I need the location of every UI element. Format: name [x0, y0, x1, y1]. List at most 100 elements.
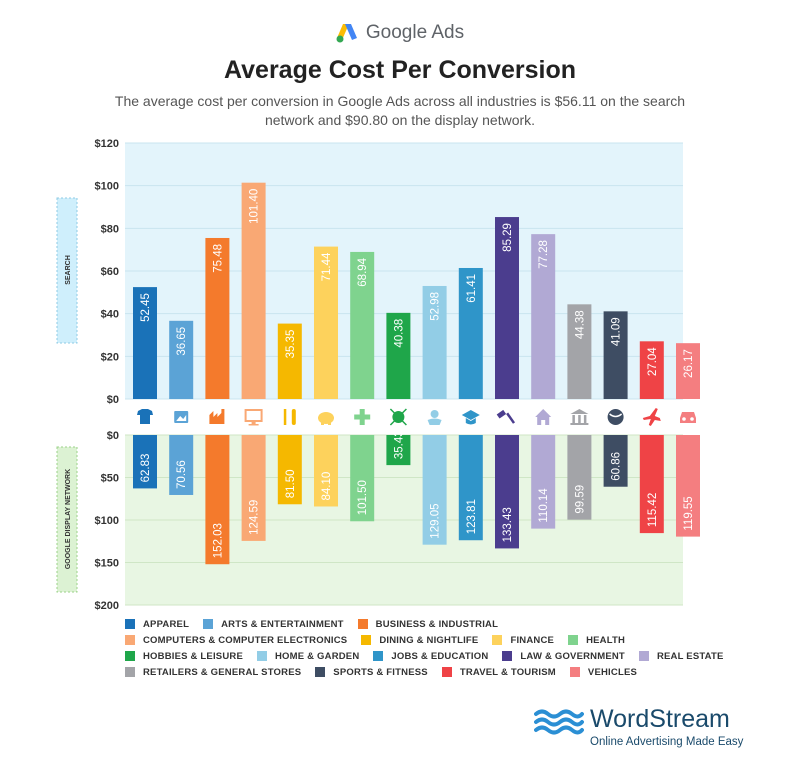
legend-label: DINING & NIGHTLIFE — [379, 634, 479, 646]
legend-swatch — [373, 651, 384, 661]
legend-item: RETAILERS & GENERAL STORES — [125, 667, 301, 678]
search-bar-label: 101.40 — [249, 189, 261, 224]
display-bar — [639, 435, 664, 534]
search-bar-label: 52.45 — [140, 293, 152, 322]
display-bar-label: 101.50 — [357, 480, 369, 515]
legend-row: HOBBIES & LEISURE HOME & GARDEN JOBS & EDU… — [125, 648, 745, 664]
legend-swatch — [357, 619, 368, 629]
legend-label: COMPUTERS & COMPUTER ELECTRONICS — [143, 634, 348, 646]
legend-label: LAW & GOVERNMENT — [520, 650, 625, 662]
search-bar-label: 36.65 — [176, 327, 188, 356]
ball-icon — [389, 408, 407, 426]
display-bar-label: 110.14 — [538, 488, 550, 523]
wave-icon — [534, 709, 584, 735]
search-tick-label: $40 — [101, 309, 119, 321]
legend-item: BUSINESS & INDUSTRIAL — [357, 618, 499, 630]
display-tick-label: $0 — [107, 430, 119, 442]
legend-swatch — [203, 619, 214, 629]
display-bar — [531, 435, 556, 529]
search-bar-label: 61.41 — [466, 274, 478, 303]
legend-label: HOBBIES & LEISURE — [143, 650, 243, 662]
search-bar — [133, 287, 157, 399]
display-bars: 62.83 70.56 152.03 124.59 81.50 84.10 101.50 35… — [133, 430, 700, 565]
legend-row: COMPUTERS & COMPUTER ELECTRONICS DINING &… — [125, 632, 745, 648]
legend-item: JOBS & EDUCATION — [373, 651, 488, 662]
search-tick-label: $80 — [101, 223, 119, 235]
display-bar-label: 123.81 — [466, 499, 478, 534]
search-section-label: SEARCH — [65, 255, 72, 285]
search-bar — [458, 267, 483, 399]
search-bar — [495, 217, 519, 399]
search-bar — [277, 323, 302, 399]
search-bar-label: 44.38 — [574, 310, 586, 339]
legend-item: DINING & NIGHTLIFE — [361, 635, 478, 646]
flower-icon — [427, 410, 442, 425]
search-bar-label: 71.44 — [321, 252, 333, 281]
legend-label: BUSINESS & INDUSTRIAL — [375, 618, 499, 630]
display-bar-label: 115.42 — [647, 493, 659, 527]
search-bar — [531, 234, 556, 399]
search-bar — [314, 246, 338, 399]
legend-item: REAL ESTATE — [638, 650, 724, 662]
search-bar — [386, 312, 411, 399]
display-bar — [350, 435, 375, 522]
display-bar-label: 152.03 — [212, 523, 224, 558]
legend-row: RETAILERS & GENERAL STORES SPORTS & FITNE… — [125, 664, 745, 680]
legend-label: HEALTH — [586, 634, 626, 646]
search-bar-label: 41.09 — [611, 317, 623, 346]
brand-header: Google Ads — [0, 22, 800, 44]
display-bar-label: 60.86 — [611, 452, 623, 481]
display-bar-label: 81.50 — [285, 469, 297, 498]
search-bar — [567, 304, 592, 399]
sports-ball-icon — [607, 409, 624, 425]
car-icon — [680, 412, 696, 423]
search-bar-label: 77.28 — [538, 240, 550, 269]
graduation-cap-icon — [461, 410, 480, 425]
display-bar — [458, 435, 483, 541]
monitor-icon — [244, 409, 263, 426]
display-bar — [133, 435, 157, 489]
legend-swatch — [441, 667, 452, 677]
house-icon — [535, 409, 552, 425]
search-bar-label: 75.48 — [212, 244, 224, 273]
display-bar — [422, 435, 447, 545]
display-bar — [676, 435, 700, 537]
search-bar-label: 68.94 — [357, 257, 369, 286]
display-bar-label: 35.43 — [393, 430, 405, 459]
display-bar — [495, 435, 519, 549]
search-bar — [639, 341, 664, 399]
legend-swatch — [568, 635, 579, 645]
legend-swatch — [569, 667, 580, 677]
airplane-icon — [642, 408, 661, 426]
search-bars: 52.45 36.65 75.48 101.40 35.35 71.44 68.94 40.3… — [133, 182, 700, 399]
search-tick-label: $120 — [95, 138, 119, 150]
display-bar-label: 133.43 — [502, 507, 514, 542]
search-tick-label: $0 — [107, 394, 119, 406]
legend-label: APPAREL — [143, 618, 190, 630]
legend-item: SPORTS & FITNESS — [315, 667, 428, 678]
google-ads-logo-icon — [336, 24, 357, 43]
display-bar-label: 62.83 — [140, 454, 152, 483]
display-bar — [169, 435, 194, 495]
section-labels: SEARCH GOOGLE DISPLAY NETWORK — [56, 197, 78, 593]
search-bar-label: 27.04 — [647, 347, 659, 376]
store-icon — [570, 409, 589, 425]
legend-swatch — [638, 651, 649, 661]
legend-item: HOME & GARDEN — [257, 651, 359, 662]
legend-label: REAL ESTATE — [656, 650, 724, 662]
picture-icon — [174, 411, 189, 423]
search-bar-label: 35.35 — [285, 330, 297, 359]
display-bar — [603, 435, 628, 487]
legend-item: COMPUTERS & COMPUTER ELECTRONICS — [125, 635, 347, 646]
search-bar — [241, 182, 266, 399]
display-bar-label: 119.55 — [683, 496, 695, 530]
legend-item: VEHICLES — [569, 667, 637, 678]
display-tick-label: $150 — [95, 558, 119, 570]
plus-icon — [354, 409, 371, 425]
display-tick-label: $50 — [101, 473, 119, 485]
display-bar-label: 124.59 — [249, 500, 261, 535]
display-bar-label: 70.56 — [176, 460, 188, 489]
legend-swatch — [125, 619, 135, 629]
legend-swatch — [125, 651, 135, 661]
piggy-bank-icon — [318, 412, 334, 425]
